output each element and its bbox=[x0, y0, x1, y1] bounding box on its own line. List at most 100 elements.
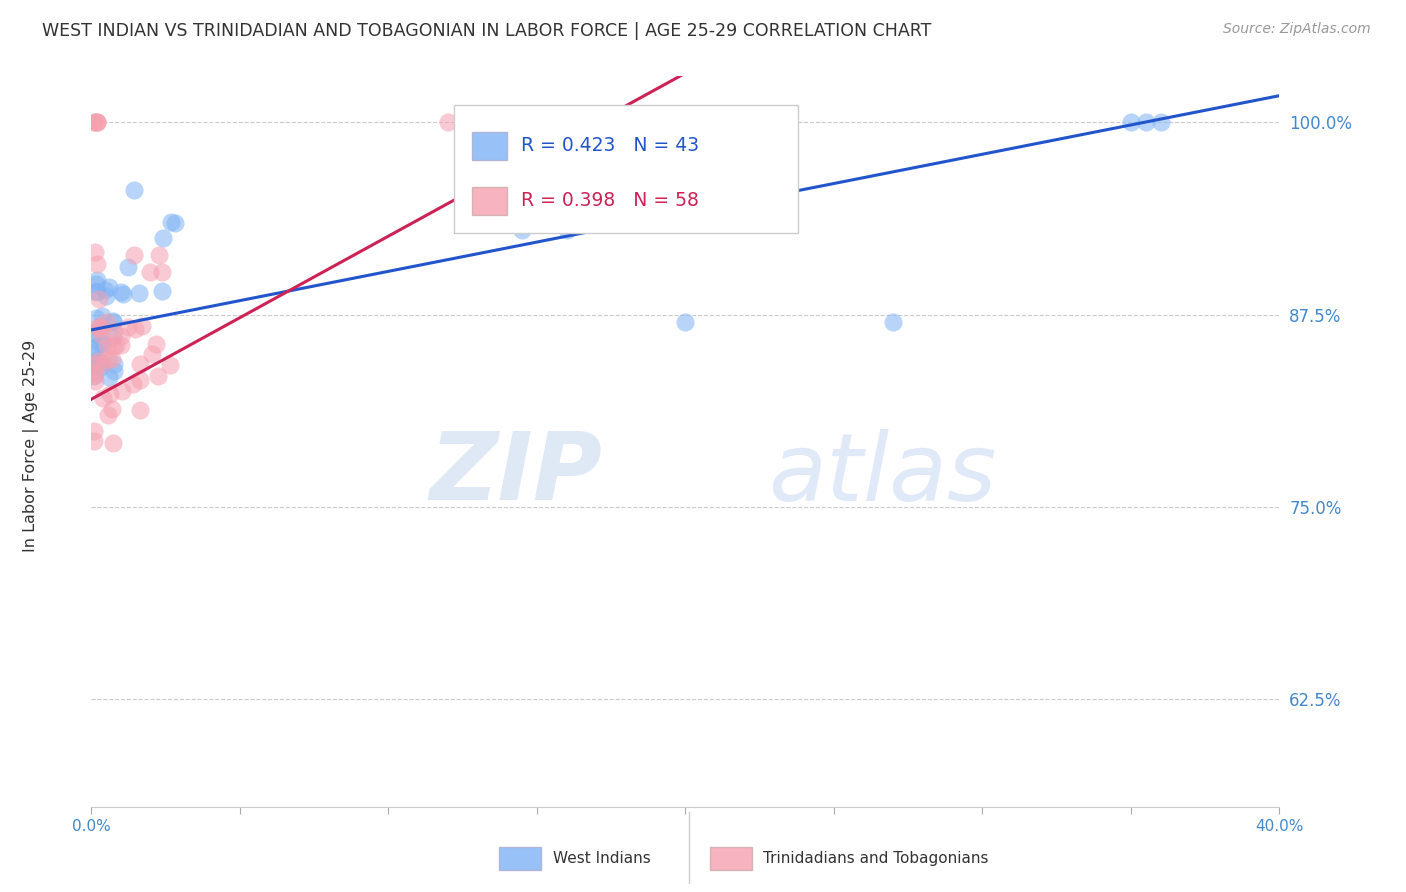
Point bbox=[98, 370, 121, 384]
Point bbox=[91, 337, 114, 351]
Point bbox=[96, 315, 118, 329]
FancyBboxPatch shape bbox=[454, 105, 799, 233]
Point bbox=[555, 223, 578, 237]
Point bbox=[97, 408, 120, 422]
Point bbox=[101, 330, 124, 344]
Point bbox=[122, 377, 145, 392]
Point bbox=[128, 403, 150, 417]
Point bbox=[124, 322, 146, 336]
Point bbox=[91, 310, 114, 324]
Point bbox=[520, 115, 543, 129]
Bar bbox=[471, 187, 508, 215]
Point bbox=[84, 310, 107, 325]
Point bbox=[84, 285, 107, 300]
Point bbox=[110, 384, 132, 398]
Point bbox=[89, 337, 111, 351]
Point bbox=[89, 355, 111, 369]
Point bbox=[467, 115, 489, 129]
Point bbox=[91, 391, 114, 405]
Point bbox=[89, 359, 111, 374]
Point bbox=[510, 115, 533, 129]
Point bbox=[97, 280, 120, 294]
Point bbox=[1119, 115, 1142, 129]
Text: West Indians: West Indians bbox=[553, 852, 651, 866]
Point bbox=[84, 367, 107, 381]
Point bbox=[89, 321, 111, 335]
Point bbox=[96, 339, 118, 353]
Point bbox=[561, 115, 583, 129]
Point bbox=[94, 289, 117, 303]
Point bbox=[146, 369, 169, 384]
Point bbox=[451, 115, 474, 129]
Point bbox=[103, 325, 125, 339]
Point bbox=[160, 215, 183, 229]
Point bbox=[86, 115, 108, 129]
Point bbox=[100, 386, 122, 401]
Point bbox=[90, 328, 112, 343]
Point bbox=[148, 248, 170, 262]
Point bbox=[83, 327, 105, 342]
Point bbox=[141, 347, 163, 361]
Text: In Labor Force | Age 25-29: In Labor Force | Age 25-29 bbox=[22, 340, 39, 552]
Point bbox=[1149, 115, 1171, 129]
Text: ZIP: ZIP bbox=[429, 428, 602, 520]
Point bbox=[145, 337, 167, 351]
Point bbox=[139, 264, 162, 278]
Point bbox=[159, 358, 181, 372]
Point bbox=[111, 287, 134, 301]
Point bbox=[83, 369, 105, 384]
Point bbox=[100, 352, 122, 367]
Point bbox=[614, 207, 637, 221]
Text: R = 0.423   N = 43: R = 0.423 N = 43 bbox=[522, 136, 700, 155]
Point bbox=[83, 368, 105, 383]
Point bbox=[882, 315, 904, 329]
Point bbox=[91, 356, 114, 370]
Point bbox=[673, 315, 696, 329]
Point bbox=[129, 373, 152, 387]
Point bbox=[83, 357, 105, 371]
Point bbox=[101, 340, 124, 354]
Point bbox=[84, 354, 107, 368]
Point bbox=[131, 319, 153, 334]
Point bbox=[87, 319, 110, 334]
Point bbox=[86, 115, 108, 129]
Point bbox=[86, 257, 108, 271]
Point bbox=[510, 223, 533, 237]
Point bbox=[152, 231, 174, 245]
Point bbox=[83, 115, 105, 129]
Point bbox=[101, 314, 124, 328]
Point bbox=[110, 285, 132, 300]
Point bbox=[84, 277, 107, 292]
Point bbox=[103, 436, 125, 450]
Point bbox=[87, 320, 110, 334]
Point bbox=[87, 292, 110, 306]
Point bbox=[585, 115, 607, 129]
Point bbox=[103, 315, 125, 329]
Point bbox=[1135, 115, 1157, 129]
Point bbox=[84, 359, 107, 373]
Point bbox=[110, 338, 132, 352]
Point bbox=[83, 115, 105, 129]
Point bbox=[94, 283, 117, 297]
Point bbox=[83, 344, 105, 359]
Point bbox=[436, 115, 458, 129]
Point bbox=[84, 326, 107, 340]
Point bbox=[110, 328, 132, 343]
Bar bbox=[471, 132, 508, 160]
Point bbox=[150, 264, 173, 278]
Point bbox=[129, 357, 152, 371]
Point bbox=[122, 248, 145, 262]
Point bbox=[86, 115, 108, 129]
Text: WEST INDIAN VS TRINIDADIAN AND TOBAGONIAN IN LABOR FORCE | AGE 25-29 CORRELATION: WEST INDIAN VS TRINIDADIAN AND TOBAGONIA… bbox=[42, 22, 932, 40]
Text: R = 0.398   N = 58: R = 0.398 N = 58 bbox=[522, 191, 699, 210]
Point bbox=[128, 285, 150, 300]
Point bbox=[83, 245, 105, 260]
Text: Trinidadians and Tobagonians: Trinidadians and Tobagonians bbox=[763, 852, 988, 866]
Text: atlas: atlas bbox=[769, 429, 997, 520]
Point bbox=[117, 319, 139, 334]
Point bbox=[83, 425, 105, 439]
Point bbox=[122, 183, 145, 197]
Point bbox=[103, 364, 125, 378]
Point bbox=[86, 354, 108, 368]
Point bbox=[101, 402, 124, 417]
